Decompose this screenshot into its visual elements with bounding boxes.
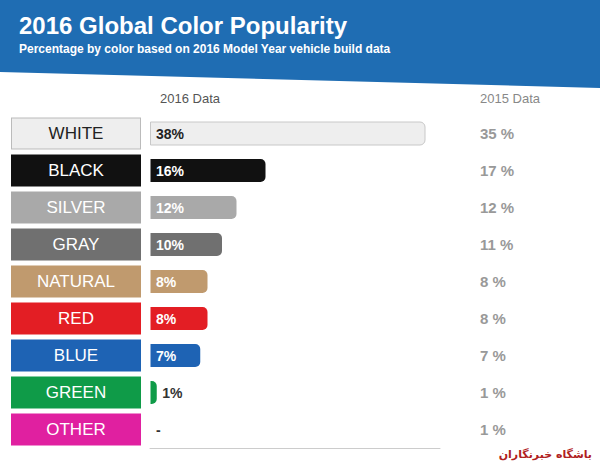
svg-text:BLACK: BLACK [48, 161, 104, 180]
svg-text:BLUE: BLUE [54, 346, 98, 365]
svg-text:GREEN: GREEN [46, 383, 106, 402]
svg-text:RED: RED [58, 309, 94, 328]
svg-text:12 %: 12 % [480, 199, 514, 216]
svg-text:10%: 10% [156, 237, 185, 253]
svg-text:11 %: 11 % [480, 236, 513, 253]
svg-text:35 %: 35 % [480, 125, 514, 142]
svg-text:1%: 1% [162, 385, 183, 401]
svg-text:1 %: 1 % [480, 384, 506, 401]
svg-text:NATURAL: NATURAL [37, 272, 115, 291]
svg-text:7 %: 7 % [480, 347, 506, 364]
svg-text:16%: 16% [156, 163, 185, 179]
svg-text:17 %: 17 % [480, 162, 514, 179]
svg-text:2016 Data: 2016 Data [160, 91, 221, 106]
svg-text:8 %: 8 % [480, 310, 506, 327]
svg-text:7%: 7% [156, 348, 177, 364]
svg-text:38%: 38% [156, 126, 185, 142]
svg-text:2016 Global Color Popularity: 2016 Global Color Popularity [19, 12, 348, 39]
svg-text:OTHER: OTHER [46, 420, 106, 439]
svg-text:8%: 8% [156, 274, 177, 290]
svg-text:8 %: 8 % [480, 273, 506, 290]
svg-text:8%: 8% [156, 311, 177, 327]
svg-text:SILVER: SILVER [46, 198, 105, 217]
svg-text:12%: 12% [156, 200, 185, 216]
svg-text:2015 Data: 2015 Data [480, 91, 541, 106]
svg-text:GRAY: GRAY [53, 235, 100, 254]
svg-text:-: - [156, 422, 161, 438]
svg-text:Percentage by color based on 2: Percentage by color based on 2016 Model … [19, 42, 391, 56]
svg-text:باشگاه خبرنگاران: باشگاه خبرنگاران [499, 448, 592, 461]
svg-text:WHITE: WHITE [49, 124, 104, 143]
svg-text:1 %: 1 % [480, 421, 506, 438]
